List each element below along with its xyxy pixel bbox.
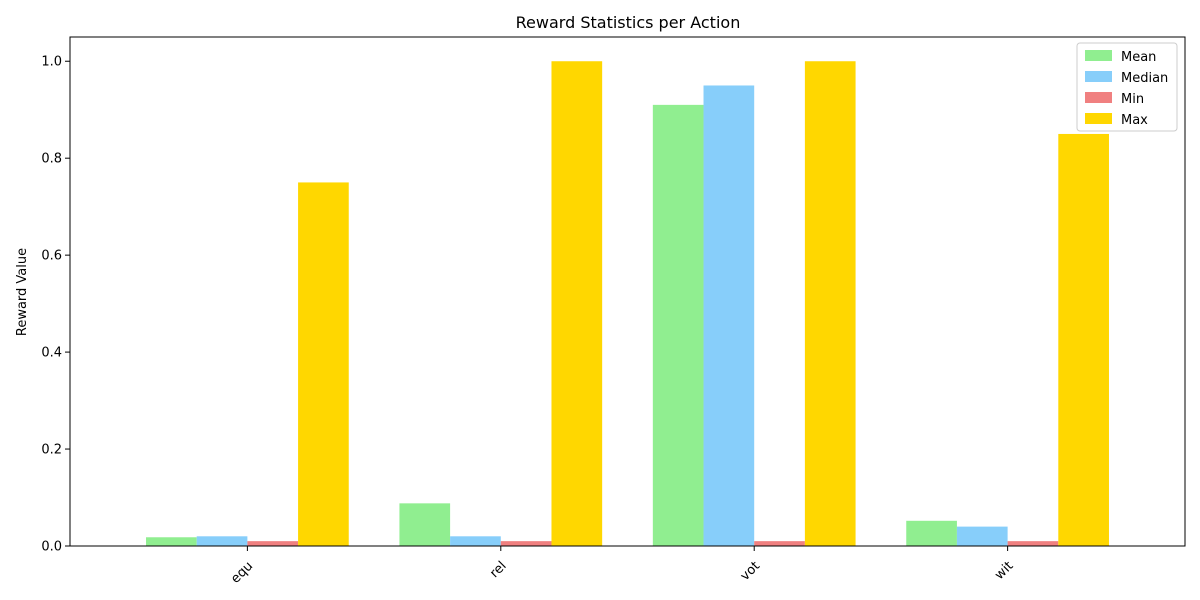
- x-tick-label: wit: [992, 559, 1016, 583]
- bar-min-equ: [247, 541, 299, 546]
- legend-label-min: Min: [1121, 92, 1144, 107]
- plot-frame: [69, 36, 1186, 547]
- x-tick-label: equ: [228, 559, 256, 587]
- legend-swatch-median: [1085, 71, 1112, 82]
- bar-max-rel: [551, 61, 603, 547]
- bar-median-wit: [956, 526, 1008, 546]
- bar-mean-vot: [652, 104, 704, 547]
- bar-min-vot: [754, 541, 805, 546]
- bar-max-equ: [298, 182, 349, 546]
- y-tick-label: 0.6: [41, 249, 62, 264]
- bar-min-wit: [1007, 541, 1059, 546]
- legend: Mean Median Min Max: [1076, 42, 1178, 132]
- legend-swatch-mean: [1085, 50, 1112, 61]
- bar-mean-equ: [146, 537, 197, 546]
- y-tick-label: 1.0: [41, 55, 62, 70]
- chart-title: Reward Statistics per Action: [516, 13, 741, 32]
- bar-median-equ: [196, 536, 248, 546]
- legend-swatch-min: [1085, 92, 1112, 103]
- bar-min-rel: [500, 541, 552, 546]
- plot-area: 0.0 0.2 0.4 0.6 0.8 1.0 equ rel vot wit: [41, 36, 1186, 587]
- bar-median-vot: [703, 85, 755, 546]
- legend-label-max: Max: [1121, 113, 1148, 128]
- bar-mean-rel: [399, 503, 451, 546]
- x-tick-label: rel: [487, 559, 509, 581]
- bar-mean-wit: [906, 520, 957, 546]
- bar-max-vot: [804, 61, 856, 547]
- legend-swatch-max: [1085, 113, 1112, 124]
- legend-box: [1076, 42, 1178, 132]
- y-tick-label: 0.0: [41, 540, 62, 555]
- y-tick-label: 0.2: [41, 443, 62, 458]
- y-tick-label: 0.4: [41, 346, 62, 361]
- bar-median-rel: [450, 536, 501, 546]
- bar-max-wit: [1058, 133, 1109, 546]
- y-axis-label: Reward Value: [15, 248, 30, 336]
- x-tick-label: vot: [738, 559, 763, 584]
- legend-label-mean: Mean: [1121, 50, 1156, 65]
- y-tick-label: 0.8: [41, 152, 62, 167]
- legend-label-median: Median: [1121, 71, 1168, 86]
